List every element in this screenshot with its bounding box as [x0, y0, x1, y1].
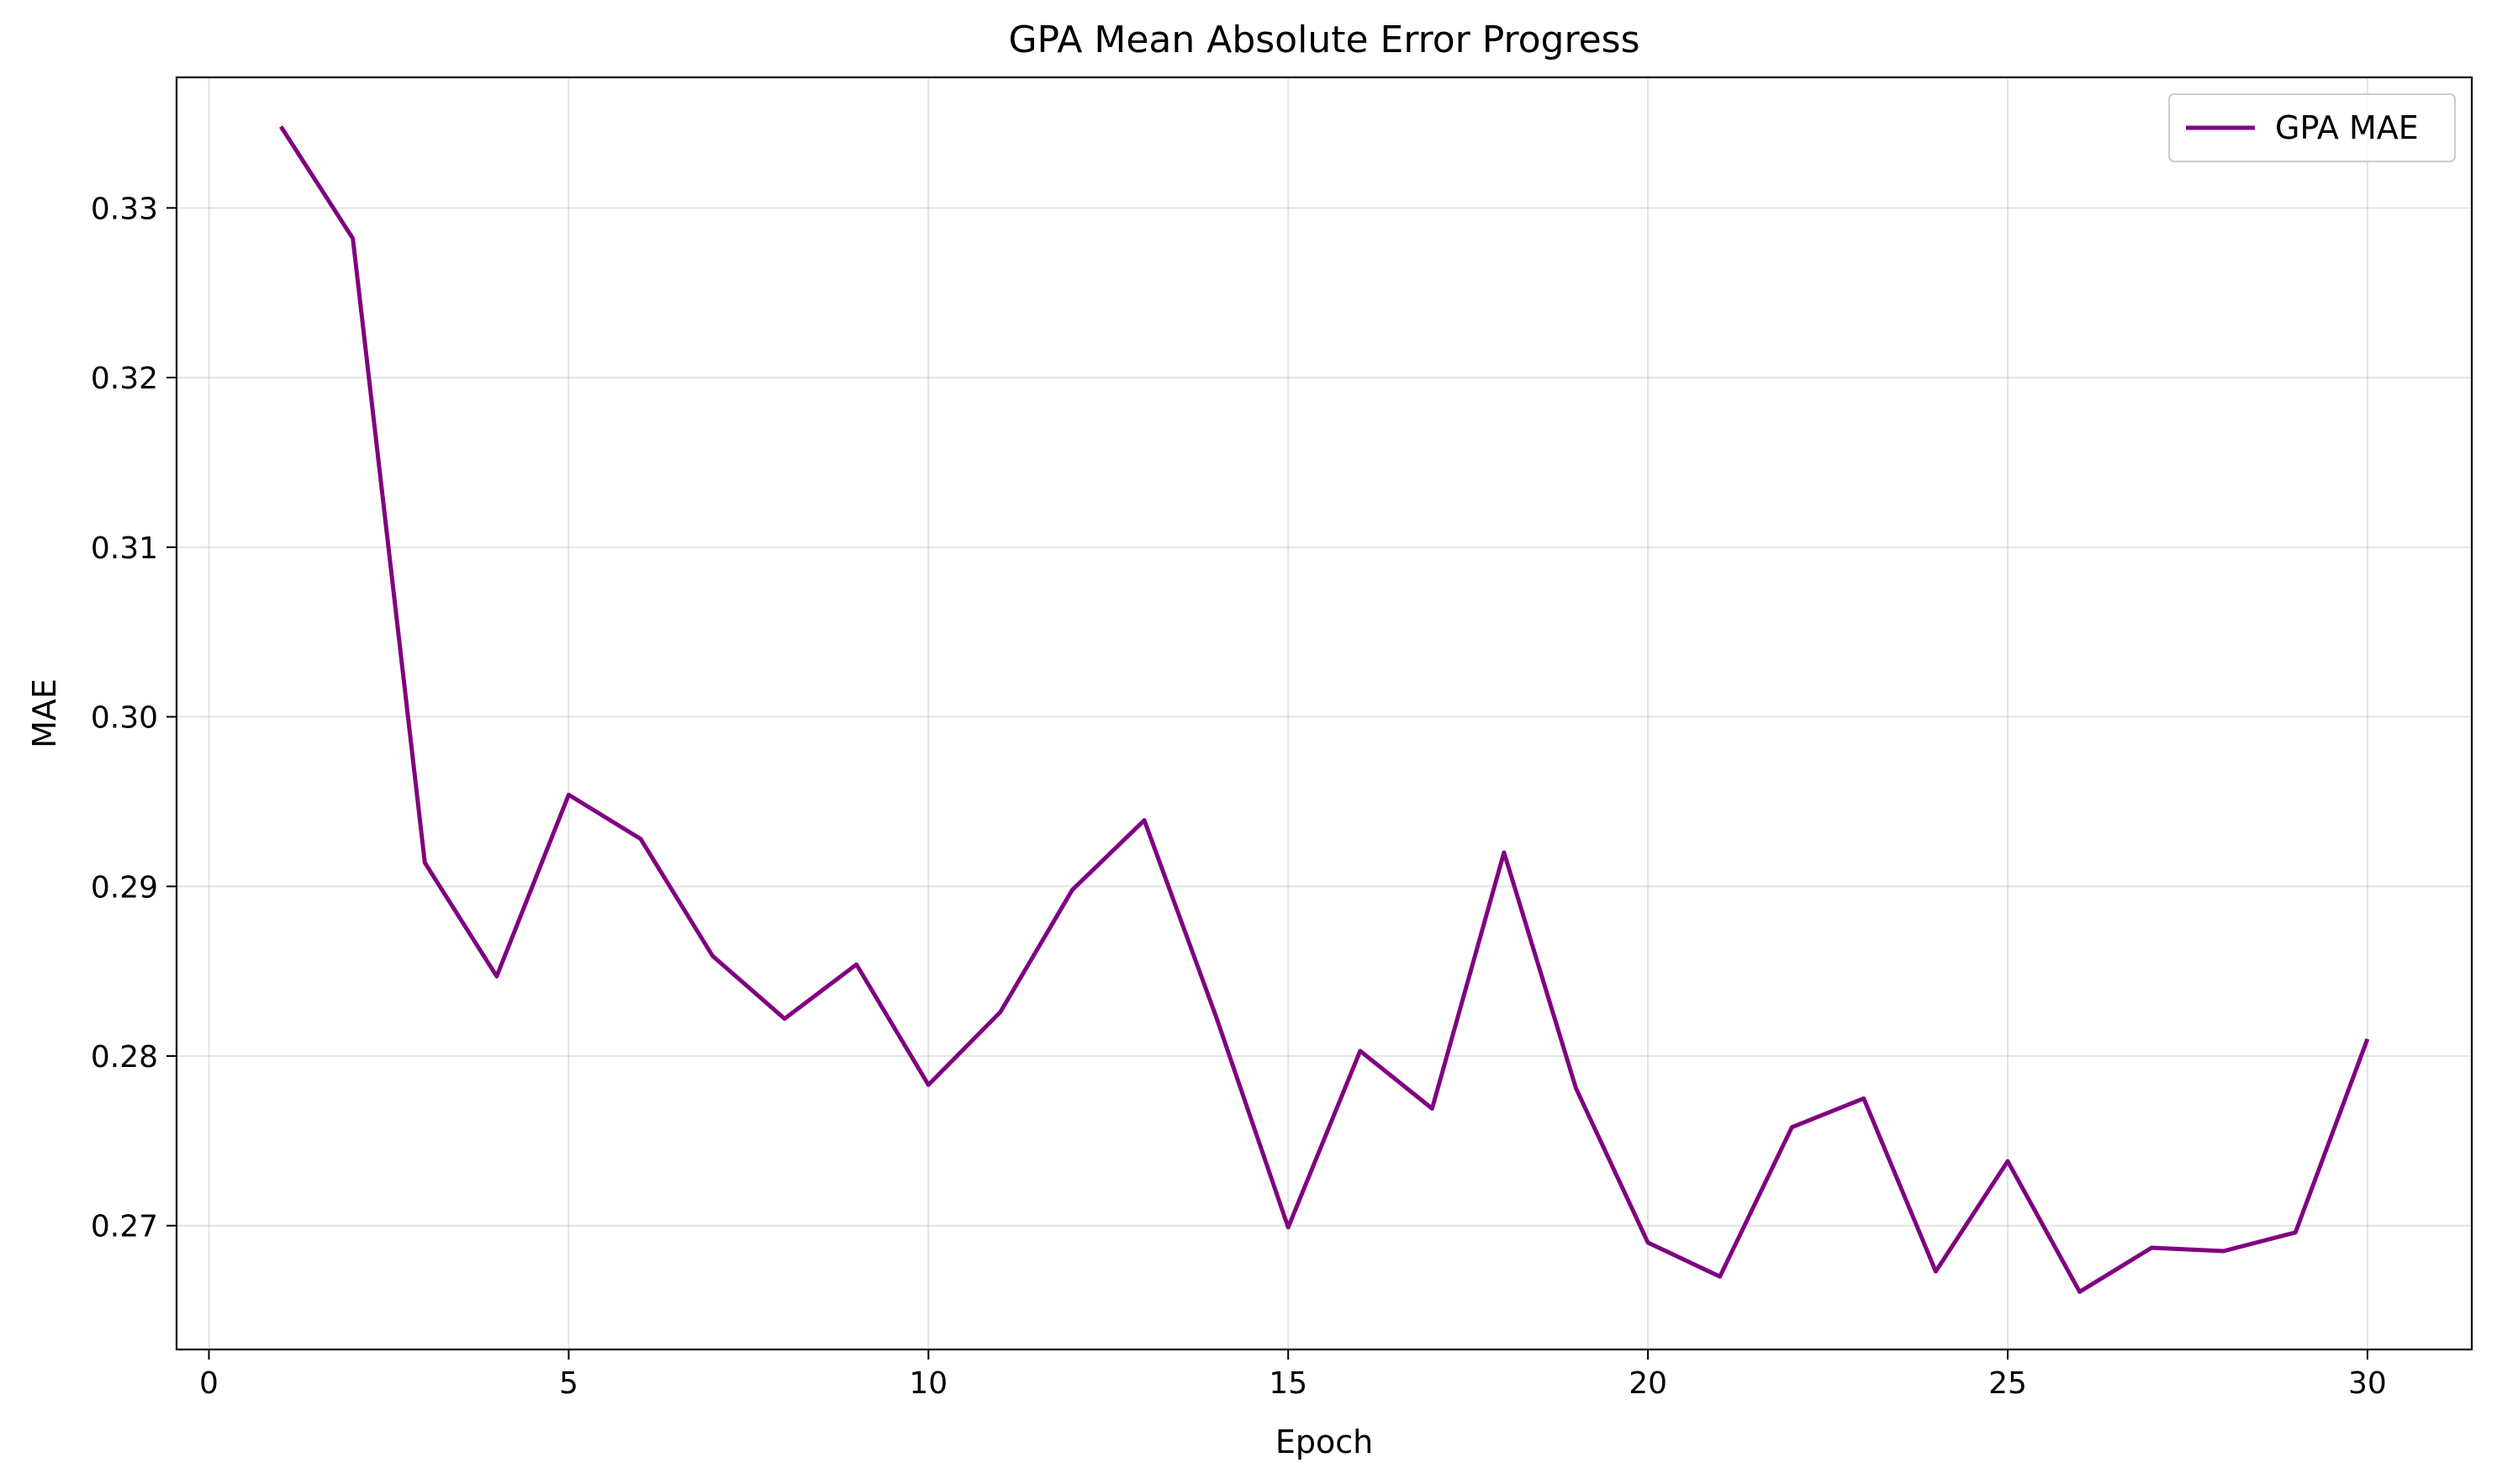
x-tick-label: 0 — [199, 1366, 219, 1401]
series-line — [278, 125, 2370, 1294]
x-tick-label: 30 — [2348, 1366, 2387, 1401]
y-tick-label: 0.27 — [91, 1210, 158, 1244]
x-axis-label: Epoch — [1275, 1423, 1373, 1460]
y-tick-label: 0.33 — [91, 192, 158, 226]
y-tick-label: 0.31 — [91, 531, 158, 566]
chart-title: GPA Mean Absolute Error Progress — [1008, 18, 1639, 61]
y-tick-label: 0.28 — [91, 1040, 158, 1075]
y-tick-label: 0.30 — [91, 701, 158, 736]
axis-ticks: 0 5 10 15 20 25 30 0.27 0.28 0.29 0.30 0.31 0.32 0.33 — [91, 192, 2387, 1401]
grid — [177, 77, 2472, 1349]
x-tick-label: 25 — [1988, 1366, 2027, 1401]
plot-frame — [175, 76, 2473, 1351]
y-tick-label: 0.29 — [91, 870, 158, 905]
y-tick-label: 0.32 — [91, 362, 158, 396]
legend: GPA MAE — [2168, 93, 2456, 162]
x-tick-label: 15 — [1269, 1366, 1307, 1401]
legend-label: GPA MAE — [2275, 109, 2419, 146]
legend-box — [2168, 93, 2456, 162]
x-tick-label: 20 — [1629, 1366, 1667, 1401]
series-layer — [278, 125, 2370, 1294]
x-tick-label: 5 — [559, 1366, 578, 1401]
x-tick-label: 10 — [909, 1366, 948, 1401]
y-axis-label: MAE — [26, 679, 63, 748]
